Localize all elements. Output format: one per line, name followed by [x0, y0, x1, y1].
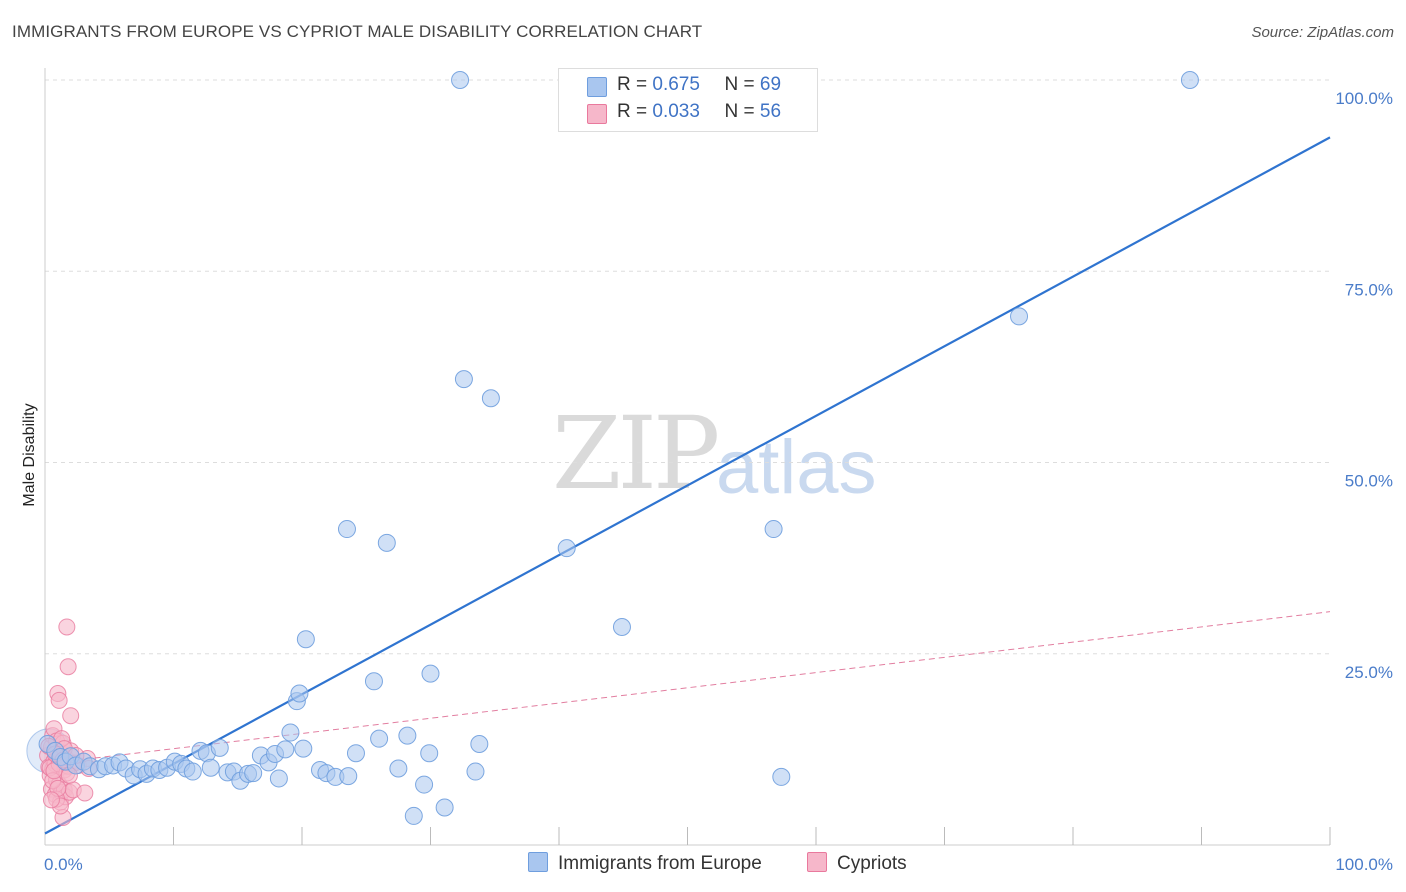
data-point-cypriots — [59, 658, 77, 676]
legend-r-label: R = — [617, 74, 648, 95]
grid-lines — [45, 79, 1330, 655]
data-point-europe — [294, 739, 313, 758]
bottom-legend-label-europe: Immigrants from Europe — [558, 853, 762, 874]
data-point-europe — [210, 738, 229, 757]
y-tick-label: 75.0% — [1345, 280, 1393, 299]
data-point-cypriots — [42, 791, 60, 809]
tick-labels: 25.0% 50.0% 75.0% 100.0% 0.0% 100.0% — [44, 89, 1393, 874]
trend-line-cypriots — [44, 611, 1331, 765]
data-point-europe — [557, 539, 576, 558]
axes — [44, 68, 1331, 846]
watermark-atlas: atlas — [716, 425, 877, 510]
legend-r-value: 0.033 — [652, 101, 700, 122]
watermark-zip: ZIP — [552, 395, 720, 512]
data-point-europe — [481, 389, 500, 408]
data-point-cypriots — [62, 707, 80, 725]
bottom-legend-swatch-europe — [528, 852, 548, 872]
data-point-europe — [466, 762, 485, 781]
data-points — [26, 71, 1199, 826]
data-point-europe — [281, 723, 300, 742]
data-point-cypriots — [50, 691, 68, 709]
data-point-europe — [290, 684, 309, 703]
data-point-europe — [415, 775, 434, 794]
x-tick-label: 100.0% — [1335, 855, 1393, 874]
data-point-europe — [398, 726, 417, 745]
data-point-europe — [612, 617, 631, 636]
data-point-cypriots — [58, 618, 76, 636]
data-point-europe — [339, 767, 358, 786]
data-point-europe — [276, 740, 295, 759]
data-point-europe — [420, 744, 439, 763]
legend-n-label: N = — [724, 101, 755, 122]
data-point-europe — [404, 806, 423, 825]
legend-n-label: N = — [724, 74, 755, 95]
data-point-europe — [451, 71, 470, 89]
legend-n-value: 56 — [759, 101, 782, 122]
data-point-europe — [201, 758, 220, 777]
bottom-legend-swatch-cypriots — [807, 852, 827, 872]
data-point-europe — [269, 769, 288, 788]
data-point-europe — [421, 664, 440, 683]
data-point-europe — [470, 735, 489, 754]
legend: R = 0.675 N = 69 R = 0.033 N = 56 — [558, 68, 818, 132]
y-tick-label: 100.0% — [1335, 89, 1393, 108]
chart-title: IMMIGRANTS FROM EUROPE VS CYPRIOT MALE D… — [12, 22, 703, 41]
bottom-legend-label-cypriots: Cypriots — [837, 853, 907, 874]
legend-n-value: 69 — [759, 74, 782, 95]
data-point-europe — [772, 767, 791, 786]
data-point-europe — [370, 729, 389, 748]
data-point-europe — [183, 762, 202, 781]
data-point-europe — [346, 744, 365, 763]
y-tick-label: 25.0% — [1345, 663, 1393, 682]
data-point-europe — [764, 520, 783, 539]
data-point-europe — [1010, 307, 1029, 326]
legend-swatch-europe — [587, 77, 607, 97]
legend-r-value: 0.675 — [652, 74, 700, 95]
trend-lines — [44, 136, 1331, 835]
trend-line-europe — [44, 136, 1331, 835]
x-tick-label: 0.0% — [44, 855, 83, 874]
bottom-legend-cypriots: Cypriots — [807, 852, 907, 876]
y-axis-label: Male Disability — [21, 403, 38, 506]
data-point-europe — [296, 630, 315, 649]
y-tick-label: 50.0% — [1345, 472, 1393, 491]
data-point-europe — [454, 370, 473, 389]
legend-swatch-cypriots — [587, 104, 607, 124]
data-point-europe — [389, 759, 408, 778]
data-point-europe — [244, 764, 263, 783]
data-point-europe — [364, 672, 383, 691]
bottom-legend-europe: Immigrants from Europe — [528, 852, 762, 876]
source-label: Source: ZipAtlas.com — [1251, 24, 1394, 41]
data-point-europe — [377, 533, 396, 552]
data-point-europe — [337, 520, 356, 539]
data-point-europe — [435, 798, 454, 817]
legend-r-label: R = — [617, 101, 648, 122]
data-point-europe — [1180, 71, 1199, 89]
data-point-cypriots — [76, 784, 94, 802]
